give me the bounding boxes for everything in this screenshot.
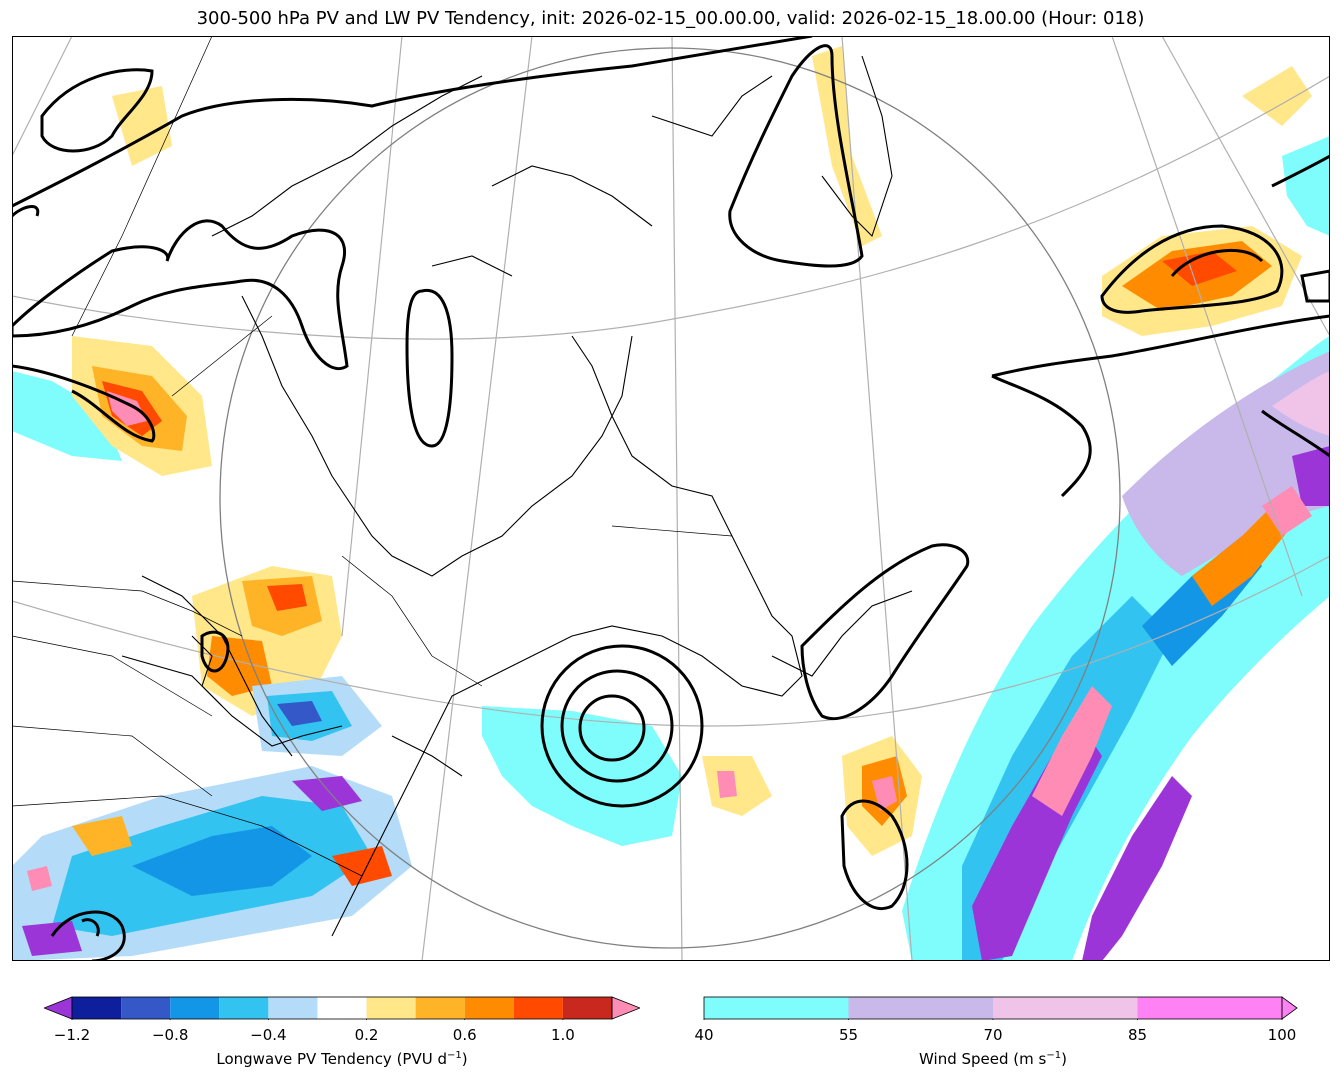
- colorbar-segment: [415, 997, 465, 1019]
- colorbar-segment: [704, 997, 849, 1019]
- pv-tend-under: [1292, 446, 1330, 506]
- under-extension: [44, 996, 73, 1020]
- colorbar-segment: [848, 997, 993, 1019]
- wind-speed-tick-label: 70: [983, 1026, 1003, 1044]
- pv-tend-over: [1032, 686, 1112, 816]
- pv-tend-positive: [267, 584, 307, 611]
- colorbar-segment: [513, 997, 563, 1019]
- wind-70-region: [1272, 371, 1330, 436]
- pv-tend-positive: [717, 771, 737, 798]
- pv-tend-positive: [1242, 66, 1312, 126]
- pv-tendency-shading: [12, 46, 1330, 961]
- wind-speed-tick-label: 85: [1127, 1026, 1148, 1044]
- colorbar-segment: [72, 997, 122, 1019]
- pv-tend-under: [1082, 776, 1192, 961]
- pv-contours: [12, 36, 1330, 961]
- pv-tend-negative: [132, 826, 312, 896]
- colorbar-segment: [219, 997, 269, 1019]
- colorbar-segment: [366, 997, 416, 1019]
- pv-tend-under: [22, 921, 82, 956]
- map-panel: [12, 36, 1330, 961]
- pv-tend-positive: [1162, 251, 1237, 286]
- pv-tendency-colorbar: [44, 996, 640, 1020]
- pv-tend-under: [292, 776, 362, 811]
- pv-tend-over: [1262, 486, 1312, 536]
- wind-speed-tick-label: 100: [1267, 1026, 1297, 1044]
- over-extension: [1281, 996, 1298, 1020]
- colorbar-segment: [1137, 997, 1282, 1019]
- wind-speed-tick-label: 40: [694, 1026, 714, 1044]
- gulf-wind-40-region: [482, 706, 682, 846]
- graticule: [12, 36, 1330, 961]
- wind-speed-tick-label: 55: [838, 1026, 859, 1044]
- pv-tendency-colorbar-label: Longwave PV Tendency (PVU d−1): [216, 1050, 468, 1068]
- pv-tendency-tick-label: 1.0: [550, 1026, 575, 1044]
- pv-tend-negative: [277, 701, 322, 726]
- figure-title: 300-500 hPa PV and LW PV Tendency, init:…: [196, 8, 1145, 29]
- coastlines: [121, 55, 913, 937]
- colorbar-segment: [562, 997, 612, 1019]
- pv-tend-positive: [27, 866, 52, 891]
- pv-tendency-tick-label: 0.2: [354, 1026, 379, 1044]
- colorbar-segment: [317, 997, 367, 1019]
- pv-tend-positive: [702, 756, 772, 816]
- colorbar-segment: [993, 997, 1138, 1019]
- colorbar-segment: [121, 997, 171, 1019]
- map-frame: [12, 36, 1330, 961]
- colorbar-outline: [71, 996, 613, 1020]
- ne-wind-40-region: [1282, 136, 1330, 236]
- pv-tend-positive: [332, 846, 392, 886]
- over-extension: [611, 996, 640, 1020]
- colorbar-segment: [268, 997, 318, 1019]
- colorbar-segment: [464, 997, 514, 1019]
- west-wind-40-region: [12, 371, 122, 461]
- pv-tend-positive: [872, 776, 897, 811]
- hemisphere-circle: [219, 47, 1121, 949]
- pv-tend-positive: [1192, 506, 1292, 606]
- pv-tend-positive: [207, 636, 272, 696]
- pv-tendency-tick-label: −0.8: [151, 1026, 189, 1044]
- pv-tend-positive: [72, 816, 132, 856]
- political-borders: [12, 36, 733, 877]
- wind-speed-colorbar: [703, 996, 1298, 1020]
- colorbar-segment: [170, 997, 220, 1019]
- pv-tendency-tick-label: −1.2: [53, 1026, 91, 1044]
- wind-speed-colorbar-label: Wind Speed (m s−1): [919, 1050, 1067, 1068]
- pv-tendency-tick-label: 0.6: [452, 1026, 477, 1044]
- pv-tendency-tick-label: −0.4: [250, 1026, 287, 1044]
- pv-tend-positive: [812, 46, 882, 246]
